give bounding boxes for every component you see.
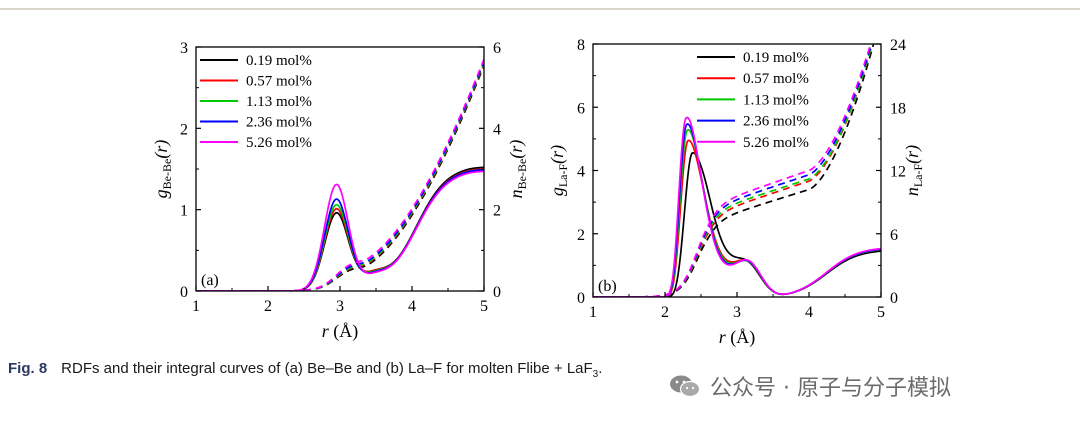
top-divider bbox=[0, 8, 1080, 10]
legend-label-a-3: 2.36 mol% bbox=[246, 115, 312, 131]
caption-end: . bbox=[598, 360, 603, 377]
rdf-line-b-1 bbox=[593, 139, 881, 297]
y2-axis-label-b-var: n bbox=[902, 187, 922, 196]
x-tick-label-b-3: 4 bbox=[805, 304, 813, 321]
caption-subscript: 3 bbox=[592, 369, 599, 380]
x-tick-label-b-4: 5 bbox=[877, 304, 885, 321]
x-axis-label-var-b: r bbox=[719, 327, 727, 347]
y2-tick-label-a-3: 6 bbox=[493, 40, 501, 57]
y-tick-label-b-4: 8 bbox=[577, 37, 585, 54]
y-axis-label-a-sub: Be-Be bbox=[160, 159, 174, 190]
y-axis-label-a-var: g bbox=[151, 189, 171, 198]
rdf-integral-line-a-0 bbox=[196, 64, 484, 291]
legend-label-a-1: 0.57 mol% bbox=[246, 74, 312, 90]
rdf-integral-line-b-3 bbox=[593, 44, 873, 297]
x-axis-label-unit-a: (Å) bbox=[329, 321, 359, 342]
y2-tick-label-b-3: 18 bbox=[890, 100, 906, 117]
y-tick-label-a-3: 3 bbox=[180, 40, 188, 57]
y-tick-label-b-2: 4 bbox=[577, 164, 585, 181]
x-axis-label-a: r (Å) bbox=[322, 321, 359, 342]
y2-axis-label-b-arg: (r) bbox=[902, 145, 923, 164]
y2-tick-label-a-2: 4 bbox=[493, 121, 501, 138]
y-axis-label-b-var: g bbox=[547, 187, 567, 196]
y-tick-label-b-0: 0 bbox=[577, 290, 585, 307]
y2-tick-label-b-1: 6 bbox=[890, 227, 898, 244]
rdf-integral-line-a-2 bbox=[196, 62, 484, 291]
rdf-integral-line-b-2 bbox=[593, 44, 874, 297]
x-tick-label-a-1: 2 bbox=[264, 298, 272, 315]
y2-tick-label-b-2: 12 bbox=[890, 164, 906, 181]
y2-axis-label-a: nBe-Be(r) bbox=[506, 140, 529, 199]
rdf-line-b-0 bbox=[593, 151, 881, 297]
legend-label-a-0: 0.19 mol% bbox=[246, 53, 312, 69]
watermark: 公众号 · 原子与分子模拟 bbox=[668, 370, 951, 402]
legend-label-b-3: 2.36 mol% bbox=[743, 114, 809, 130]
legend-label-b-2: 1.13 mol% bbox=[743, 92, 809, 108]
x-axis-label-var-a: r bbox=[322, 321, 330, 341]
legend-label-b-0: 0.19 mol% bbox=[743, 50, 809, 66]
panel-label-b: (b) bbox=[598, 278, 617, 295]
legend-label-a-4: 5.26 mol% bbox=[246, 135, 312, 151]
rdf-integral-line-b-4 bbox=[593, 44, 872, 297]
y-axis-label-b-arg: (r) bbox=[547, 145, 568, 164]
y2-tick-label-a-1: 2 bbox=[493, 203, 501, 220]
x-tick-label-b-1: 2 bbox=[661, 304, 669, 321]
y-axis-label-b-sub: La-F bbox=[556, 164, 570, 188]
wechat-icon bbox=[670, 375, 701, 398]
rdf-integral-line-b-1 bbox=[593, 44, 874, 297]
y-axis-label-b: gLa-F(r) bbox=[547, 145, 570, 196]
x-tick-label-b-2: 3 bbox=[733, 304, 741, 321]
legend-label-b-4: 5.26 mol% bbox=[743, 135, 809, 151]
figure-caption: Fig. 8 RDFs and their integral curves of … bbox=[8, 360, 602, 380]
legend-label-b-1: 0.57 mol% bbox=[743, 71, 809, 87]
x-tick-label-a-2: 3 bbox=[336, 298, 344, 315]
caption-text: RDFs and their integral curves of (a) Be… bbox=[61, 360, 593, 377]
y2-axis-label-a-var: n bbox=[506, 189, 526, 198]
plot-frame-b bbox=[592, 43, 882, 298]
x-tick-label-a-3: 4 bbox=[408, 298, 416, 315]
x-tick-label-b-0: 1 bbox=[589, 304, 597, 321]
plot-frame-a bbox=[195, 46, 485, 292]
y2-axis-label-b: nLa-F(r) bbox=[902, 145, 925, 196]
caption-label: Fig. 8 bbox=[8, 360, 48, 377]
y2-axis-label-b-sub: La-F bbox=[911, 164, 925, 188]
y2-tick-label-b-0: 0 bbox=[890, 290, 898, 307]
legend-label-a-2: 1.13 mol% bbox=[246, 94, 312, 110]
y2-axis-label-a-sub: Be-Be bbox=[515, 159, 529, 190]
rdf-line-b-4 bbox=[593, 116, 881, 297]
y-tick-label-b-3: 6 bbox=[577, 100, 585, 117]
x-tick-label-a-0: 1 bbox=[192, 298, 200, 315]
y-tick-label-a-0: 0 bbox=[180, 284, 188, 301]
rdf-integral-line-a-4 bbox=[196, 58, 484, 291]
x-axis-label-b: r (Å) bbox=[719, 327, 756, 348]
y-tick-label-b-1: 2 bbox=[577, 227, 585, 244]
rdf-integral-line-b-0 bbox=[593, 44, 875, 297]
rdf-line-a-4 bbox=[196, 170, 484, 291]
x-tick-label-a-4: 5 bbox=[480, 298, 488, 315]
y-tick-label-a-1: 1 bbox=[180, 203, 188, 220]
y-axis-label-a-arg: (r) bbox=[151, 140, 172, 159]
rdf-integral-line-a-3 bbox=[196, 60, 484, 291]
y-axis-label-a: gBe-Be(r) bbox=[151, 140, 174, 199]
watermark-text: 公众号 · 原子与分子模拟 bbox=[710, 376, 951, 401]
x-axis-label-unit-b: (Å) bbox=[726, 327, 756, 348]
rdf-line-b-3 bbox=[593, 123, 881, 297]
y-tick-label-a-2: 2 bbox=[180, 121, 188, 138]
panel-label-a: (a) bbox=[201, 272, 219, 289]
rdf-integral-line-a-1 bbox=[196, 62, 484, 291]
y2-axis-label-a-arg: (r) bbox=[506, 140, 527, 159]
y2-tick-label-b-4: 24 bbox=[890, 37, 906, 54]
y2-tick-label-a-0: 0 bbox=[493, 284, 501, 301]
